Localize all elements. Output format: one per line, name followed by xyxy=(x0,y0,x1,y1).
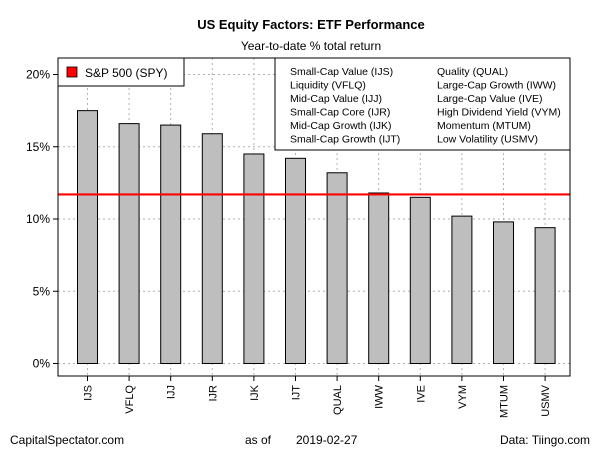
legend: S&P 500 (SPY) xyxy=(57,57,185,87)
bar-qual xyxy=(326,172,348,364)
key-item: Small-Cap Core (IJR) xyxy=(290,107,390,119)
legend-label-spy: S&P 500 (SPY) xyxy=(85,66,168,80)
y-tick-label: 5% xyxy=(33,284,51,298)
bar-vym xyxy=(451,215,473,364)
x-tick-label: MTUM xyxy=(499,385,511,418)
key-item: Large-Cap Growth (IWW) xyxy=(437,80,556,92)
x-axis: IJS VFLQ IJJ IJR IJK IJT QUAL IWW IVE VYM MTUM USMV xyxy=(83,376,552,418)
key-item: Liquidity (VFLQ) xyxy=(290,80,366,92)
key-item: Quality (QUAL) xyxy=(437,66,508,78)
chart-subtitle: Year-to-date % total return xyxy=(241,39,381,53)
x-tick-label: IJR xyxy=(207,385,219,402)
key-item: High Dividend Yield (VYM) xyxy=(437,107,561,119)
y-tick-label: 0% xyxy=(33,357,51,371)
key-item: Small-Cap Growth (IJT) xyxy=(290,134,400,146)
x-tick-label: QUAL xyxy=(332,385,344,415)
key-box-frame xyxy=(274,57,571,151)
x-tick-label: IVE xyxy=(415,385,427,403)
bar-ijj xyxy=(160,124,182,364)
bars xyxy=(77,110,556,364)
legend-swatch-spy xyxy=(66,66,78,78)
key-box: Small-Cap Value (IJS)Liquidity (VFLQ)Mid… xyxy=(274,57,571,151)
key-item: Mid-Cap Value (IJJ) xyxy=(290,93,382,105)
key-item: Mid-Cap Growth (IJK) xyxy=(290,120,392,132)
footer-source-right: Data: Tiingo.com xyxy=(500,433,590,447)
bar-ive xyxy=(409,196,431,364)
x-tick-label: VYM xyxy=(457,385,469,409)
x-tick-label: IJK xyxy=(249,384,261,401)
footer-date-prefix: as of xyxy=(245,433,272,447)
bar-ijr xyxy=(201,133,223,364)
bar-iww xyxy=(368,192,390,364)
y-axis: 0% 5% 10% 15% 20% xyxy=(26,68,58,371)
x-tick-label: IJJ xyxy=(166,385,178,399)
x-tick-label: IJS xyxy=(83,385,95,401)
bar-ijt xyxy=(285,157,306,364)
y-tick-label: 15% xyxy=(26,140,50,154)
bar-ijk xyxy=(243,153,265,364)
y-tick-label: 20% xyxy=(26,68,50,82)
bar-mtum xyxy=(493,221,514,364)
y-tick-label: 10% xyxy=(26,212,50,226)
key-item: Small-Cap Value (IJS) xyxy=(290,66,393,78)
key-item: Low Volatility (USMV) xyxy=(437,134,538,146)
bar-ijs xyxy=(77,110,98,364)
chart-title: US Equity Factors: ETF Performance xyxy=(197,17,425,32)
legend-box xyxy=(57,57,185,87)
bar-vflq xyxy=(118,123,140,364)
footer-date: 2019-02-27 xyxy=(296,433,358,447)
x-tick-label: USMV xyxy=(540,384,552,416)
x-tick-label: VFLQ xyxy=(124,385,136,414)
bar-usmv xyxy=(534,227,556,364)
x-tick-label: IJT xyxy=(291,385,303,401)
key-item: Large-Cap Value (IVE) xyxy=(437,93,542,105)
x-tick-label: IWW xyxy=(374,384,386,408)
footer-source-left: CapitalSpectator.com xyxy=(10,433,124,447)
key-item: Momentum (MTUM) xyxy=(437,120,531,132)
